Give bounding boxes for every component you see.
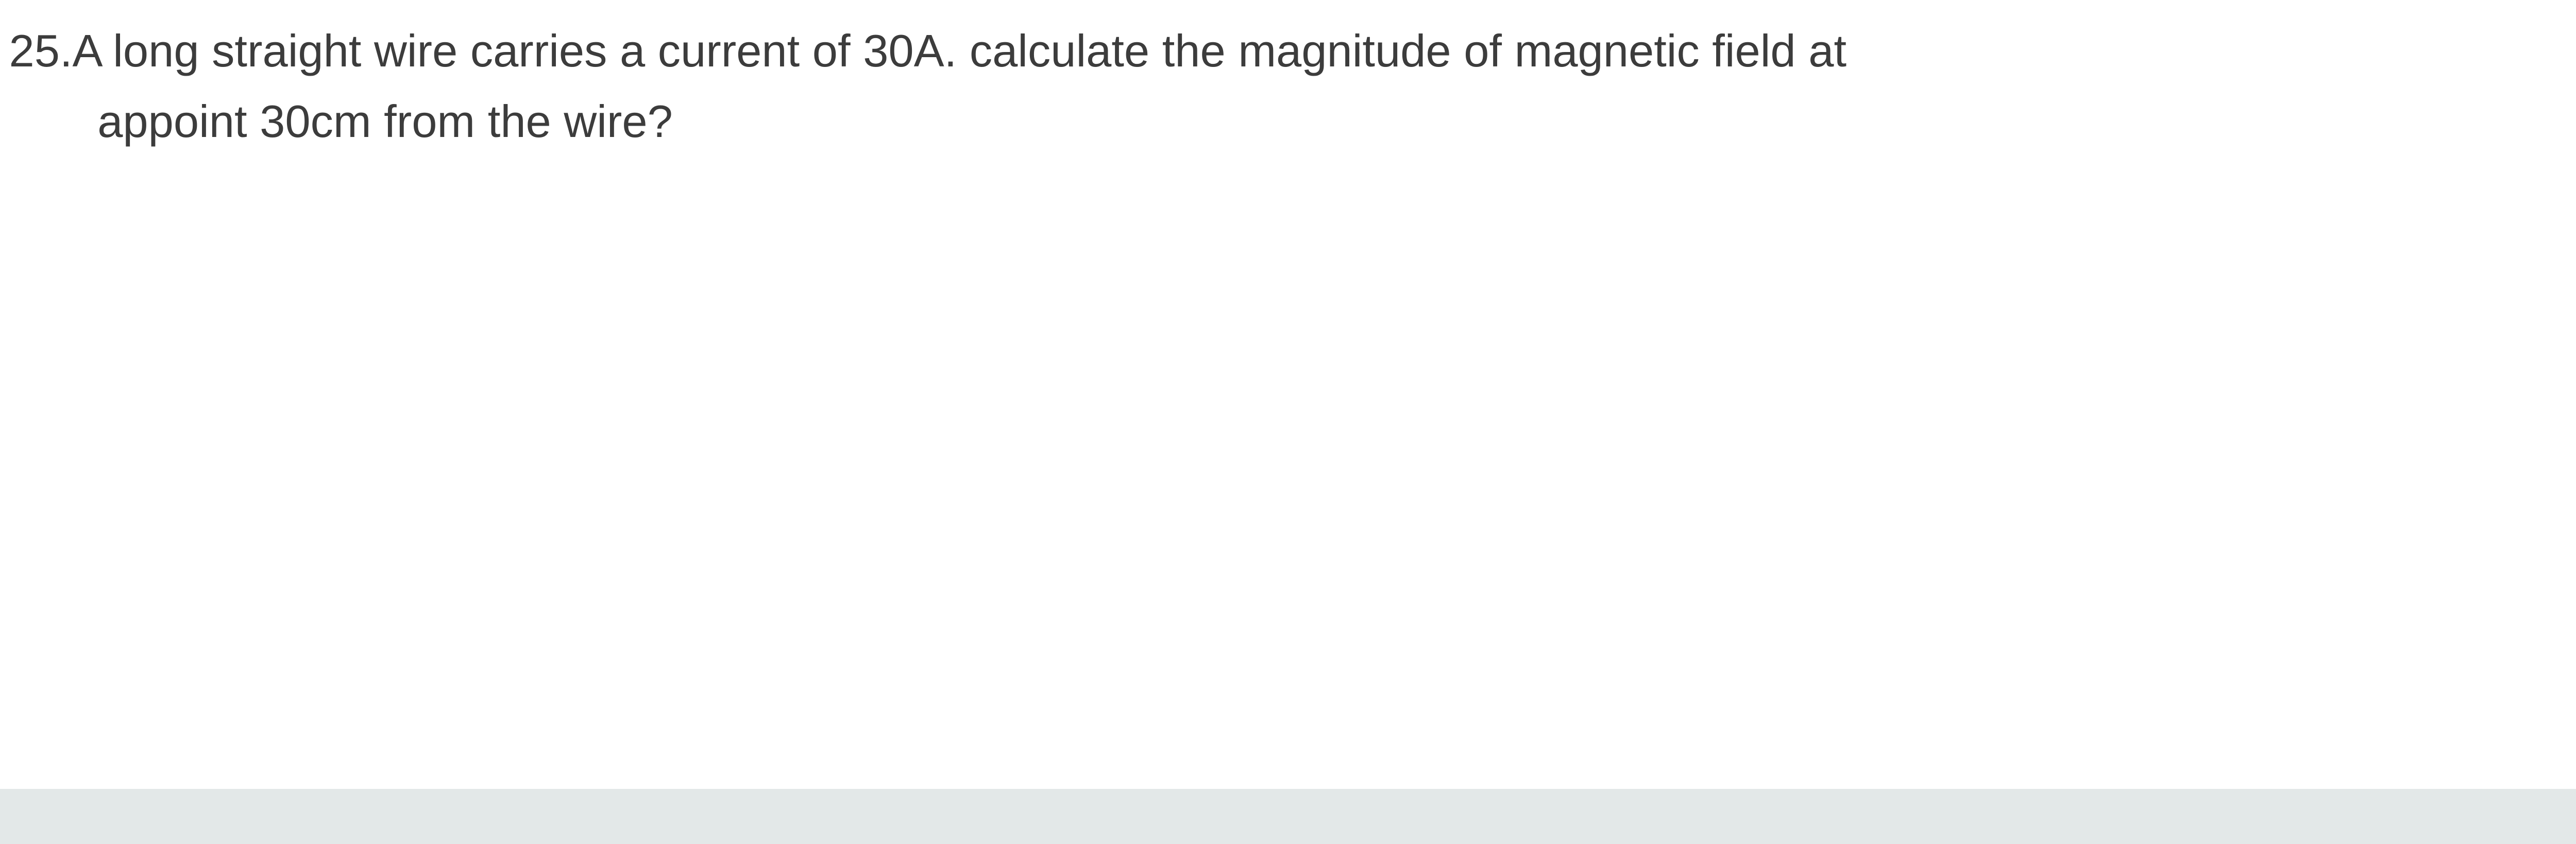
question-block: 25. A long straight wire carries a curre… [0, 0, 2576, 157]
question-number: 25. [9, 15, 73, 86]
page-container: 25. A long straight wire carries a curre… [0, 0, 2576, 844]
question-line-2: appoint 30cm from the wire? [73, 86, 1847, 157]
question-line-1: A long straight wire carries a current o… [73, 15, 1847, 86]
footer-band [0, 789, 2576, 844]
question-text: A long straight wire carries a current o… [73, 15, 1847, 157]
